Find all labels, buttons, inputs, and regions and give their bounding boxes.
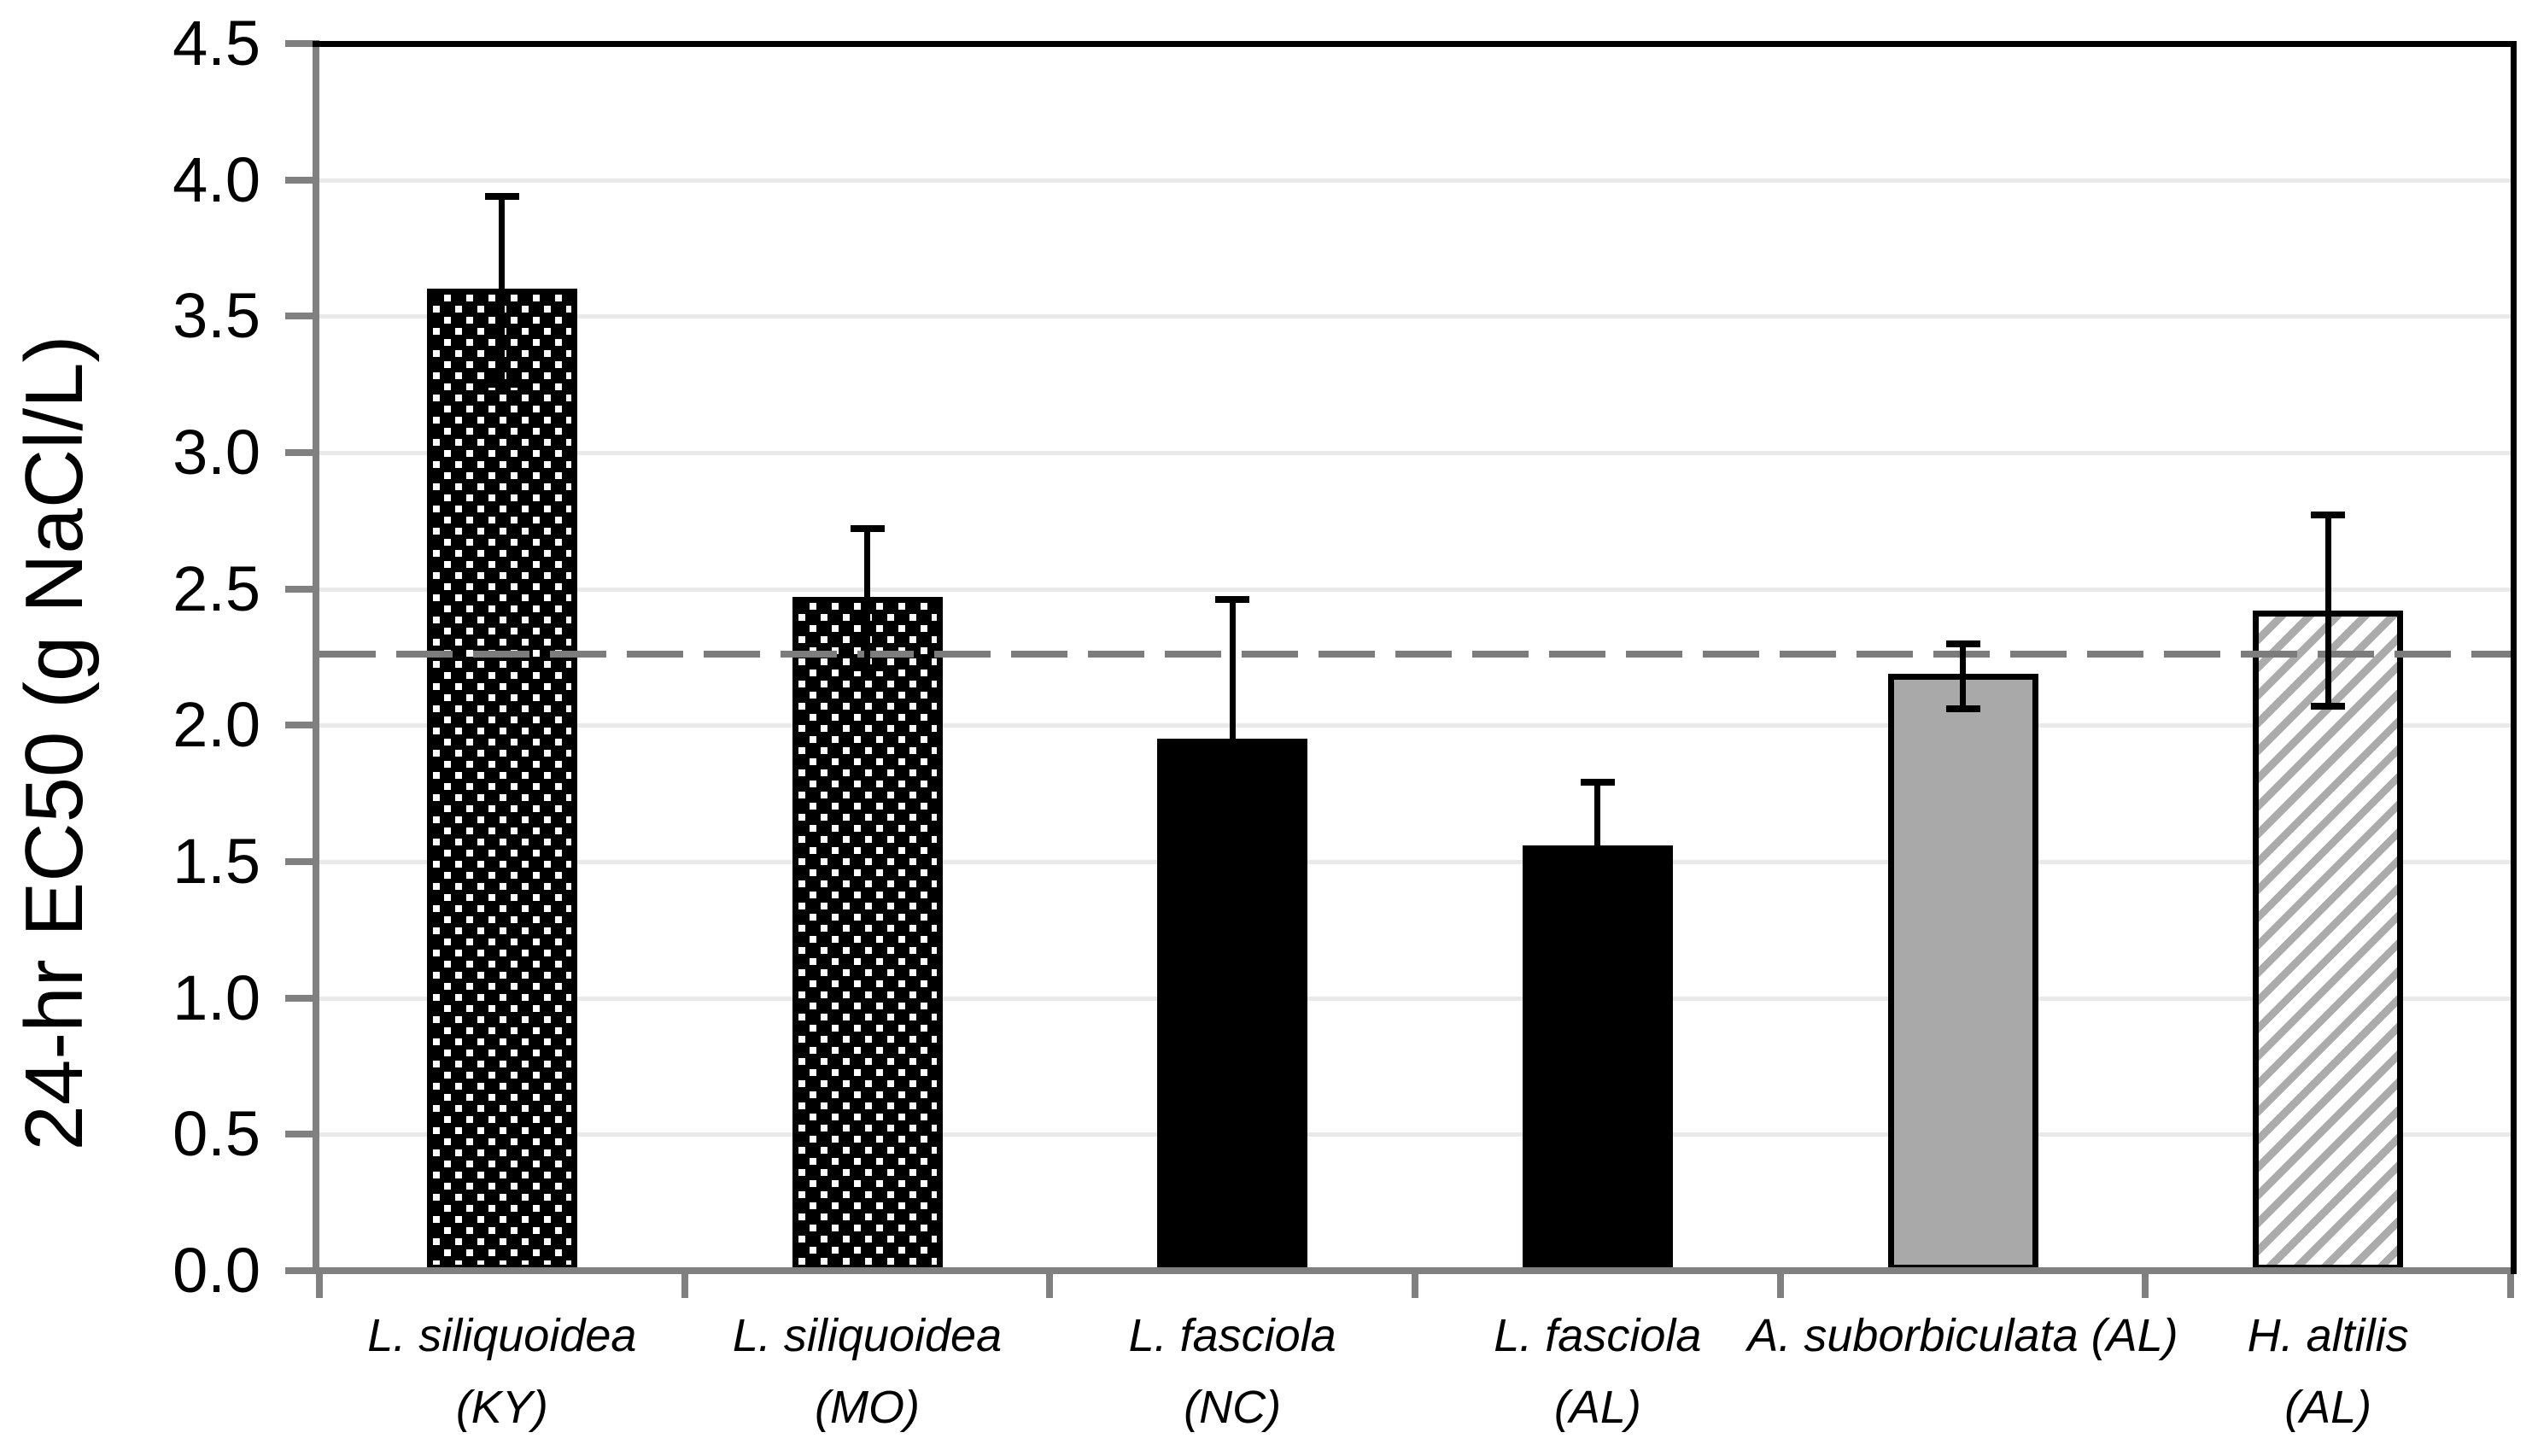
error-bar-cap-top	[1945, 640, 1980, 647]
y-axis-tick	[285, 722, 319, 729]
x-axis-tick	[2142, 1271, 2149, 1298]
x-category-label-line1: L. fasciola	[1494, 1310, 1702, 1361]
x-category-label-line2: (AL)	[2284, 1382, 2372, 1433]
reference-dashed-line	[319, 651, 2511, 658]
x-category-label: L. fasciola (NC)	[933, 1300, 1531, 1443]
y-axis-tick	[285, 449, 319, 456]
bar	[1887, 673, 2038, 1271]
error-bar-cap-bottom	[2311, 702, 2346, 710]
y-axis-tick	[285, 585, 319, 593]
y-tick-label: 3.0	[173, 417, 260, 488]
error-bar-line	[499, 196, 506, 385]
y-tick-label: 4.5	[173, 8, 260, 79]
bar	[792, 597, 943, 1271]
gridline	[319, 996, 2511, 1001]
gridline	[319, 451, 2511, 455]
error-bar-line	[1960, 643, 1966, 710]
x-category-label: L. fasciola (AL)	[1299, 1300, 1897, 1443]
error-bar-line	[1594, 782, 1601, 845]
x-axis-tick	[1046, 1271, 1054, 1298]
x-category-label-line1: A. suborbiculata (AL)	[1747, 1310, 2178, 1361]
x-category-label: H. altilis (AL)	[2029, 1300, 2532, 1443]
error-bar-cap-top	[2311, 512, 2346, 519]
x-axis-tick	[1412, 1271, 1418, 1298]
gridline	[319, 587, 2511, 592]
y-axis-tick	[285, 1131, 319, 1138]
x-axis-tick	[681, 1271, 688, 1298]
gridline	[319, 723, 2511, 728]
x-category-label-line2: (AL)	[1553, 1382, 1641, 1433]
bar	[2253, 611, 2404, 1271]
error-bar-cap-top	[484, 192, 519, 200]
plot-top-border	[313, 41, 2514, 47]
y-axis-tick	[285, 994, 319, 1002]
x-category-label: L. siliquoidea (KY)	[203, 1300, 801, 1443]
x-category-label: A. suborbiculata (AL)	[1664, 1300, 2262, 1371]
y-axis-line	[313, 44, 319, 1271]
error-bar-cap-bottom	[1945, 705, 1980, 713]
y-tick-label: 3.5	[173, 280, 260, 352]
gridline	[319, 178, 2511, 183]
error-bar-cap-bottom	[850, 664, 885, 672]
gridline	[319, 314, 2511, 319]
bar	[426, 289, 577, 1271]
plot-right-border	[2511, 41, 2517, 1274]
error-bar-line	[2324, 515, 2331, 706]
x-axis-tick	[2507, 1271, 2514, 1298]
x-category-label-line1: L. siliquoidea	[732, 1310, 1003, 1361]
bar	[1522, 845, 1673, 1271]
x-axis-tick	[1776, 1271, 1784, 1298]
error-bar-line	[1229, 599, 1236, 740]
y-axis-tick	[285, 313, 319, 320]
y-tick-label: 4.0	[173, 143, 260, 215]
y-axis-tick	[285, 858, 319, 865]
x-category-label: L. siliquoidea (MO)	[569, 1300, 1167, 1443]
x-axis-line	[285, 1267, 2514, 1274]
error-bar-cap-top	[850, 525, 885, 533]
error-bar-cap-top	[1215, 596, 1250, 604]
y-tick-label: 2.0	[173, 689, 260, 761]
y-axis-tick	[285, 176, 319, 184]
y-tick-label: 0.5	[173, 1098, 260, 1170]
x-axis-tick	[316, 1271, 323, 1298]
y-axis-tick	[285, 40, 319, 47]
y-tick-label: 0.0	[173, 1235, 260, 1306]
bar	[1157, 739, 1308, 1271]
error-bar-cap-bottom	[484, 381, 519, 389]
y-tick-label: 2.5	[173, 553, 260, 624]
error-bar-line	[864, 529, 870, 669]
x-category-label-line1: L. siliquoidea	[367, 1310, 637, 1361]
x-category-label-line1: L. fasciola	[1128, 1310, 1336, 1361]
error-bar-cap-top	[1580, 779, 1615, 786]
x-category-label-line2: (MO)	[815, 1382, 920, 1433]
y-tick-label: 1.0	[173, 962, 260, 1033]
gridline	[319, 1132, 2511, 1137]
x-category-label-line2: (KY)	[455, 1382, 548, 1433]
gridline	[319, 860, 2511, 864]
y-tick-label: 1.5	[173, 826, 260, 897]
x-category-label-line2: (NC)	[1184, 1382, 1282, 1433]
x-category-label-line1: H. altilis	[2247, 1310, 2409, 1361]
